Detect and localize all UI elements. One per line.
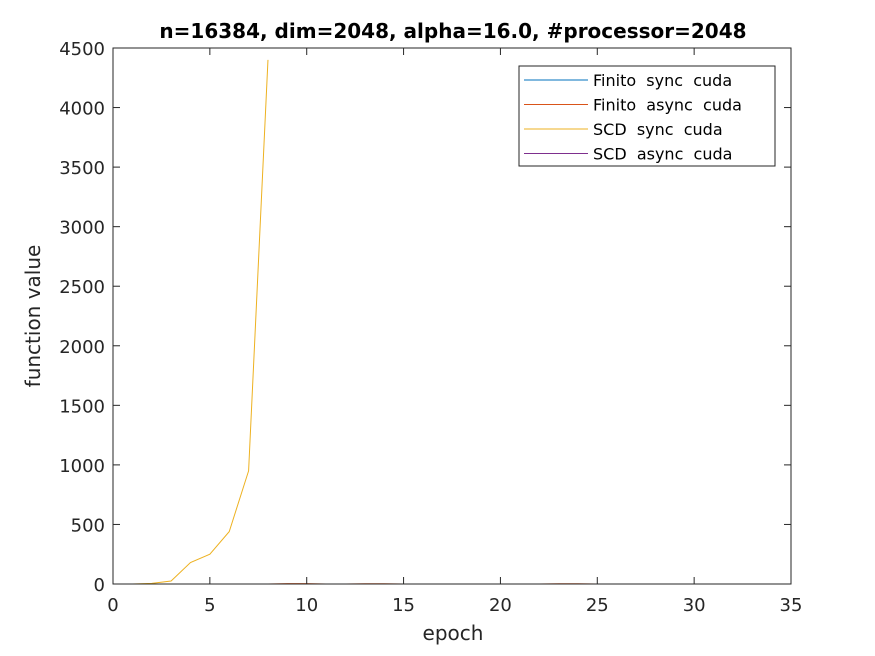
ticks-layer: 0 5 10 15 20 25 30 35 0 500 1000 1500 2000 2500 3000 35… [59, 39, 802, 616]
x-tick-label: 0 [107, 595, 118, 616]
x-tick-label: 10 [295, 595, 318, 616]
x-axis-label: epoch [423, 621, 484, 645]
y-tick-label: 4000 [59, 99, 105, 120]
legend-box [518, 65, 776, 167]
x-tick-label: 20 [489, 595, 512, 616]
y-tick-label: 1000 [59, 456, 105, 477]
y-tick-label: 4500 [59, 39, 105, 60]
y-tick-label: 1500 [59, 396, 105, 417]
x-tick-label: 15 [392, 595, 415, 616]
chart-title: n=16384, dim=2048, alpha=16.0, #processo… [159, 19, 746, 43]
legend-label-3: SCD async cuda [593, 145, 732, 164]
legend: Finito sync cuda Finito async cuda SCD syn… [518, 65, 776, 167]
y-tick-label: 0 [94, 575, 105, 596]
series-line-2 [132, 59, 269, 585]
legend-label-1: Finito async cuda [593, 96, 742, 115]
y-tick-label: 2500 [59, 277, 105, 298]
y-tick-label: 500 [71, 515, 105, 536]
y-tick-label: 3500 [59, 158, 105, 179]
axes-box [112, 47, 792, 585]
x-tick-label: 25 [586, 595, 609, 616]
legend-entries: Finito sync cuda Finito async cuda SCD syn… [524, 71, 742, 164]
y-axis-label: function value [21, 245, 45, 388]
x-tick-label: 5 [204, 595, 215, 616]
x-tick-label: 30 [683, 595, 706, 616]
y-tick-label: 3000 [59, 218, 105, 239]
legend-label-2: SCD sync cuda [593, 120, 723, 139]
x-tick-label: 35 [780, 595, 803, 616]
legend-label-0: Finito sync cuda [593, 71, 732, 90]
y-tick-label: 2000 [59, 337, 105, 358]
